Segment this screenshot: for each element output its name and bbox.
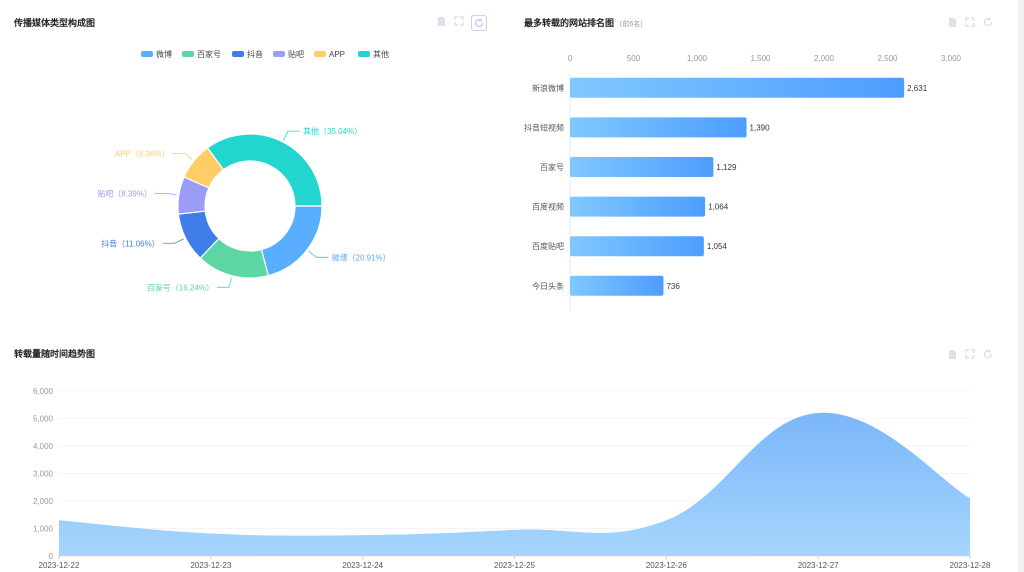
save-image-icon[interactable] <box>435 15 447 27</box>
legend-item[interactable]: APP <box>329 50 345 59</box>
bar-chart: 0 500 1,000 1,500 2,000 2,500 3,000 新浪微博 2,631 抖音… <box>524 54 962 311</box>
x-tick-label: 2023-12-23 <box>190 561 231 570</box>
x-tick-label: 2023-12-22 <box>39 561 80 570</box>
legend-item[interactable]: 抖音 <box>247 49 263 59</box>
restore-icon[interactable] <box>982 348 994 360</box>
x-tick-label: 3,000 <box>941 54 962 63</box>
pie-label: APP（8.36%） <box>115 149 170 158</box>
pie-chart-title: 传播媒体类型构成图 <box>14 18 96 28</box>
legend-swatch <box>232 51 244 57</box>
bar-百度贴吧 <box>570 236 704 257</box>
x-tick-label: 2023-12-27 <box>798 561 839 570</box>
pie-label-line <box>283 130 301 141</box>
pie-label: 其他（35.04%） <box>303 126 362 136</box>
pie-toolbox <box>435 15 487 31</box>
pie-label: 微博（20.91%） <box>332 252 391 262</box>
legend-item[interactable]: 百家号 <box>197 49 221 59</box>
pie-label: 百家号（16.24%） <box>147 282 214 292</box>
x-tick-label: 1,500 <box>750 54 771 63</box>
area-series <box>59 412 970 556</box>
bar-value-label: 1,054 <box>707 242 728 251</box>
pie-label-line <box>216 277 232 288</box>
bar-chart-title: 最多转载的网站排名图 (前6名) <box>524 16 643 29</box>
restore-icon[interactable] <box>982 16 994 28</box>
legend-swatch <box>358 51 370 57</box>
y-tick-label: 1,000 <box>33 525 54 534</box>
bar-百度视频 <box>570 196 706 217</box>
y-tick-label: 3,000 <box>33 470 54 479</box>
bar-value-label: 1,390 <box>750 123 771 132</box>
legend-swatch <box>141 51 153 57</box>
x-tick-label: 2023-12-28 <box>950 561 991 570</box>
x-tick-label: 2023-12-25 <box>494 561 535 570</box>
pie-label-line <box>172 152 193 160</box>
legend-swatch <box>314 51 326 57</box>
legend-swatch <box>182 51 194 57</box>
restore-icon[interactable] <box>471 15 487 31</box>
bar-chart-subtitle: (前6名) <box>620 21 643 28</box>
y-tick-label: 新浪微博 <box>532 83 564 93</box>
legend-item[interactable]: 贴吧 <box>288 49 304 59</box>
legend-swatch <box>273 51 285 57</box>
pie-label-line <box>162 238 184 244</box>
x-tick-label: 1,000 <box>687 54 708 63</box>
bar-新浪微博 <box>570 77 905 98</box>
fullscreen-icon[interactable] <box>453 15 465 27</box>
pie-label-line <box>154 192 177 196</box>
pie-slice-其他 <box>206 133 323 207</box>
x-tick-label: 2023-12-26 <box>646 561 687 570</box>
x-tick-label: 500 <box>627 54 641 63</box>
bar-value-label: 736 <box>666 282 680 291</box>
bar-value-label: 1,064 <box>708 203 729 212</box>
save-image-icon[interactable] <box>946 348 958 360</box>
y-tick-label: 5,000 <box>33 415 54 424</box>
fullscreen-icon[interactable] <box>964 348 976 360</box>
y-tick-label: 抖音短视频 <box>524 122 564 132</box>
bar-百家号 <box>570 157 714 177</box>
pie-label: 抖音（11.06%） <box>101 238 160 248</box>
y-tick-label: 百家号 <box>540 162 564 172</box>
y-tick-label: 百度视频 <box>532 202 564 212</box>
pie-label-line <box>308 250 329 258</box>
pie-label: 贴吧（8.39%） <box>97 188 152 198</box>
bar-toolbox <box>946 16 994 28</box>
y-tick-label: 0 <box>49 552 54 561</box>
bar-今日头条 <box>570 275 664 296</box>
bar-抖音短视频 <box>570 117 747 138</box>
bar-value-label: 1,129 <box>716 163 737 172</box>
fullscreen-icon[interactable] <box>964 16 976 28</box>
x-tick-label: 2,000 <box>814 54 835 63</box>
y-tick-label: 4,000 <box>33 442 54 451</box>
y-tick-label: 2,000 <box>33 497 54 506</box>
area-chart: 0 1,000 2,000 3,000 4,000 5,000 6,000 2023-12-2… <box>33 387 991 570</box>
page-scrollbar[interactable] <box>1018 0 1024 572</box>
x-tick-label: 2,500 <box>877 54 898 63</box>
bar-chart-title-text: 最多转载的网站排名图 <box>524 18 615 28</box>
save-image-icon[interactable] <box>946 16 958 28</box>
area-toolbox <box>946 348 994 360</box>
bar-value-label: 2,631 <box>907 84 928 93</box>
legend-item[interactable]: 其他 <box>373 49 389 59</box>
pie-slice-微博 <box>260 205 323 277</box>
y-tick-label: 百度贴吧 <box>532 241 564 251</box>
y-tick-label: 6,000 <box>33 387 54 396</box>
y-tick-label: 今日头条 <box>532 281 564 291</box>
x-tick-label: 2023-12-24 <box>342 561 383 570</box>
legend-item[interactable]: 微博 <box>156 49 172 59</box>
x-tick-label: 0 <box>568 54 573 63</box>
area-chart-title: 转载量随时间趋势图 <box>14 349 96 359</box>
